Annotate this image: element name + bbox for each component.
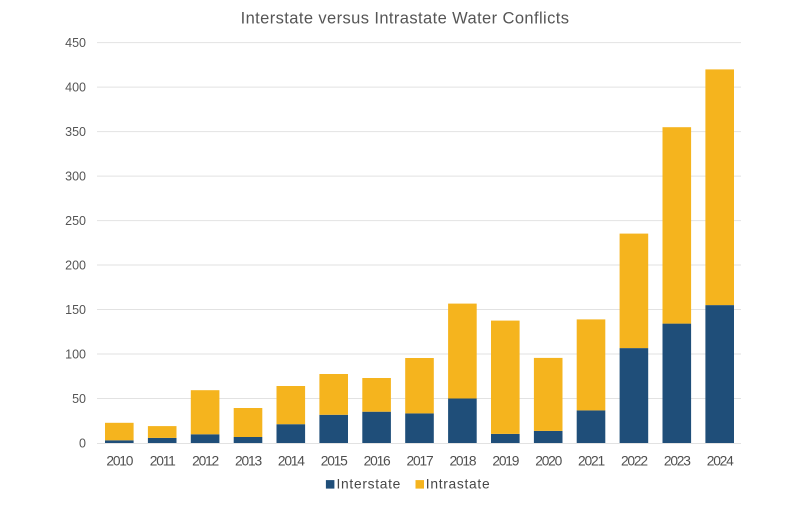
svg-text:2019: 2019 bbox=[492, 454, 519, 469]
svg-text:400: 400 bbox=[65, 81, 86, 95]
svg-text:250: 250 bbox=[65, 214, 86, 228]
svg-text:2015: 2015 bbox=[321, 454, 348, 469]
svg-text:2022: 2022 bbox=[621, 454, 647, 469]
svg-text:2021: 2021 bbox=[578, 454, 604, 469]
svg-text:300: 300 bbox=[65, 170, 86, 184]
svg-text:0: 0 bbox=[79, 436, 86, 450]
svg-text:150: 150 bbox=[65, 303, 86, 317]
svg-text:2017: 2017 bbox=[407, 454, 433, 469]
svg-text:2010: 2010 bbox=[106, 454, 133, 469]
svg-text:2014: 2014 bbox=[278, 454, 305, 469]
svg-text:2013: 2013 bbox=[235, 454, 262, 469]
svg-text:100: 100 bbox=[65, 347, 86, 361]
svg-text:Interstate: Interstate bbox=[337, 477, 402, 492]
svg-text:2020: 2020 bbox=[535, 454, 562, 469]
svg-text:2011: 2011 bbox=[150, 454, 175, 469]
svg-text:2012: 2012 bbox=[192, 454, 218, 469]
svg-text:450: 450 bbox=[65, 36, 86, 50]
svg-text:2024: 2024 bbox=[707, 454, 734, 469]
svg-text:2018: 2018 bbox=[449, 454, 476, 469]
svg-text:50: 50 bbox=[72, 392, 86, 406]
svg-text:350: 350 bbox=[65, 125, 86, 139]
svg-text:Intrastate: Intrastate bbox=[426, 477, 491, 492]
svg-text:2023: 2023 bbox=[664, 454, 691, 469]
svg-text:2016: 2016 bbox=[364, 454, 391, 469]
svg-text:200: 200 bbox=[65, 258, 86, 272]
svg-text:Interstate versus Intrastate W: Interstate versus Intrastate Water Confl… bbox=[241, 10, 570, 28]
